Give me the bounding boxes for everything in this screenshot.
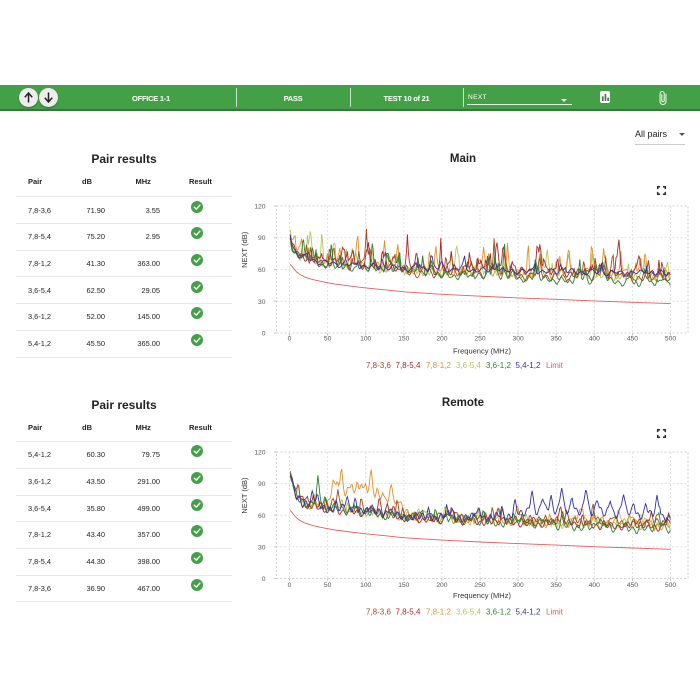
svg-text:7,8-1,2: 7,8-1,2: [426, 361, 451, 370]
svg-text:300: 300: [513, 582, 524, 589]
svg-text:100: 100: [360, 336, 371, 343]
svg-text:7,8-3,6: 7,8-3,6: [366, 608, 391, 617]
svg-text:500: 500: [665, 336, 676, 343]
svg-text:400: 400: [589, 336, 600, 343]
svg-text:3,6-5,4: 3,6-5,4: [456, 608, 481, 617]
svg-text:7,8-3,6: 7,8-3,6: [366, 361, 391, 370]
svg-text:350: 350: [551, 582, 562, 589]
svg-text:Limit: Limit: [546, 608, 564, 617]
svg-text:0: 0: [288, 336, 292, 343]
svg-text:Frequency (MHz): Frequency (MHz): [453, 347, 511, 356]
svg-text:90: 90: [258, 235, 266, 242]
svg-text:3,6-1,2: 3,6-1,2: [486, 608, 511, 617]
svg-text:120: 120: [254, 204, 265, 211]
svg-text:60: 60: [258, 267, 266, 274]
svg-text:3,6-5,4: 3,6-5,4: [456, 361, 481, 370]
svg-text:400: 400: [589, 582, 600, 589]
svg-text:450: 450: [627, 582, 638, 589]
svg-text:Limit: Limit: [546, 361, 564, 370]
svg-text:500: 500: [665, 582, 676, 589]
svg-text:0: 0: [288, 582, 292, 589]
svg-text:NEXT (dB): NEXT (dB): [240, 231, 249, 268]
svg-text:Frequency (MHz): Frequency (MHz): [453, 591, 511, 600]
svg-text:350: 350: [551, 336, 562, 343]
svg-text:NEXT (dB): NEXT (dB): [240, 477, 249, 514]
svg-text:150: 150: [398, 582, 409, 589]
svg-text:200: 200: [436, 582, 447, 589]
svg-text:7,8-5,4: 7,8-5,4: [396, 361, 421, 370]
svg-text:50: 50: [324, 582, 332, 589]
svg-text:300: 300: [513, 336, 524, 343]
svg-text:0: 0: [262, 576, 266, 583]
svg-text:450: 450: [627, 336, 638, 343]
svg-text:120: 120: [254, 450, 265, 457]
svg-text:150: 150: [398, 336, 409, 343]
svg-text:50: 50: [324, 336, 332, 343]
svg-text:100: 100: [360, 582, 371, 589]
svg-text:250: 250: [474, 582, 485, 589]
svg-text:250: 250: [474, 336, 485, 343]
svg-text:90: 90: [258, 481, 266, 488]
svg-text:30: 30: [258, 544, 266, 551]
svg-text:5,4-1,2: 5,4-1,2: [516, 361, 541, 370]
svg-text:3,6-1,2: 3,6-1,2: [486, 361, 511, 370]
svg-text:0: 0: [262, 331, 266, 338]
svg-text:7,8-5,4: 7,8-5,4: [396, 608, 421, 617]
svg-text:7,8-1,2: 7,8-1,2: [426, 608, 451, 617]
svg-text:5,4-1,2: 5,4-1,2: [516, 608, 541, 617]
svg-text:60: 60: [258, 513, 266, 520]
svg-text:200: 200: [436, 336, 447, 343]
svg-text:30: 30: [258, 299, 266, 306]
